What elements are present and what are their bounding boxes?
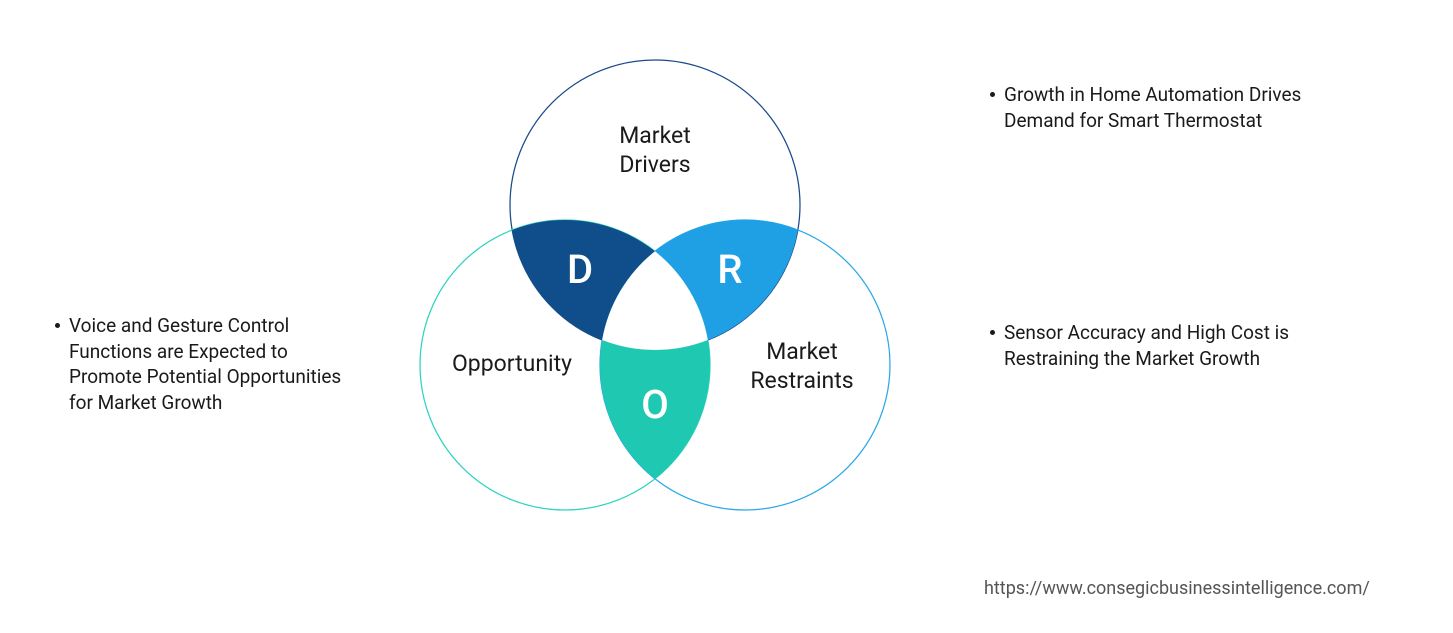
label-opportunity: Opportunity — [412, 350, 612, 379]
bullet-restraints-text: Sensor Accuracy and High Cost is Restrai… — [1004, 320, 1350, 371]
bullet-opportunity: Voice and Gesture Control Functions are … — [55, 313, 355, 416]
letter-O: O — [625, 381, 685, 428]
bullet-dot-icon — [55, 323, 60, 328]
bullet-dot-icon — [990, 330, 995, 335]
bullet-drivers-text: Growth in Home Automation Drives Demand … — [1004, 82, 1350, 133]
label-market-restraints: MarketRestraints — [702, 338, 902, 396]
label-market-drivers: MarketDrivers — [555, 122, 755, 180]
letter-R: R — [700, 246, 760, 293]
bullet-restraints: Sensor Accuracy and High Cost is Restrai… — [990, 320, 1350, 371]
footer-url: https://www.consegicbusinessintelligence… — [984, 578, 1370, 599]
bullet-dot-icon — [990, 92, 995, 97]
bullet-drivers: Growth in Home Automation Drives Demand … — [990, 82, 1350, 133]
venn-svg — [370, 35, 940, 575]
letter-D: D — [550, 246, 610, 293]
bullet-opportunity-text: Voice and Gesture Control Functions are … — [69, 313, 355, 416]
venn-diagram: MarketDrivers Opportunity MarketRestrain… — [370, 35, 940, 575]
